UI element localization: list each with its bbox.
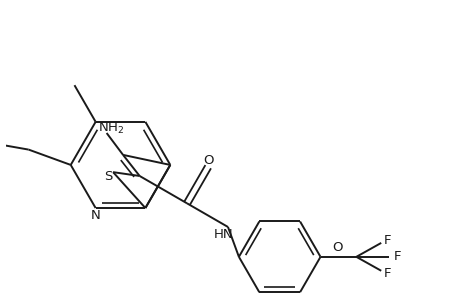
Text: N: N <box>90 209 100 222</box>
Text: S: S <box>104 169 112 183</box>
Text: F: F <box>383 234 390 247</box>
Text: O: O <box>202 154 213 167</box>
Text: HN: HN <box>214 228 233 241</box>
Text: F: F <box>383 267 390 280</box>
Text: NH$_2$: NH$_2$ <box>98 121 124 136</box>
Text: O: O <box>332 242 342 254</box>
Text: F: F <box>393 250 401 263</box>
